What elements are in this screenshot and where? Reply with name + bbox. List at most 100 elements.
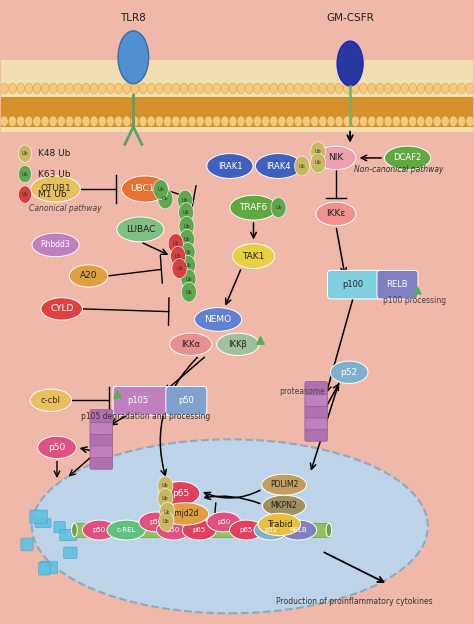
Circle shape bbox=[417, 116, 425, 127]
FancyBboxPatch shape bbox=[305, 416, 328, 430]
Circle shape bbox=[441, 116, 449, 127]
Circle shape bbox=[164, 83, 172, 94]
Text: MKPN2: MKPN2 bbox=[271, 501, 298, 510]
Circle shape bbox=[376, 83, 384, 94]
Circle shape bbox=[229, 83, 237, 94]
Ellipse shape bbox=[316, 146, 356, 170]
Circle shape bbox=[181, 255, 196, 275]
Circle shape bbox=[57, 116, 65, 127]
Text: Ub: Ub bbox=[22, 192, 28, 197]
Text: Ub: Ub bbox=[184, 237, 191, 242]
Circle shape bbox=[90, 116, 98, 127]
Ellipse shape bbox=[118, 31, 149, 84]
Ellipse shape bbox=[337, 41, 363, 86]
Text: Ub: Ub bbox=[162, 197, 169, 202]
Text: p65: p65 bbox=[172, 489, 189, 498]
Circle shape bbox=[302, 83, 310, 94]
Text: Ub: Ub bbox=[163, 519, 170, 524]
FancyBboxPatch shape bbox=[54, 522, 65, 533]
Text: A20: A20 bbox=[80, 271, 97, 280]
Text: Ub: Ub bbox=[176, 266, 183, 271]
Ellipse shape bbox=[37, 436, 76, 459]
FancyBboxPatch shape bbox=[30, 510, 47, 524]
Text: DCAF2: DCAF2 bbox=[393, 154, 422, 162]
Text: RELB: RELB bbox=[290, 527, 307, 533]
Text: Ub: Ub bbox=[185, 263, 191, 268]
Text: Rhbdd3: Rhbdd3 bbox=[41, 240, 71, 250]
Text: Ub: Ub bbox=[315, 149, 321, 154]
Circle shape bbox=[155, 116, 164, 127]
Circle shape bbox=[168, 234, 183, 253]
Ellipse shape bbox=[229, 520, 264, 540]
Circle shape bbox=[49, 116, 57, 127]
Text: K48 Ub: K48 Ub bbox=[38, 149, 71, 158]
Text: GM-CSFR: GM-CSFR bbox=[326, 13, 374, 23]
Circle shape bbox=[82, 116, 90, 127]
Ellipse shape bbox=[280, 520, 317, 540]
Circle shape bbox=[171, 246, 186, 266]
Text: IRAK4: IRAK4 bbox=[266, 162, 291, 170]
Circle shape bbox=[401, 116, 409, 127]
Circle shape bbox=[25, 83, 33, 94]
Ellipse shape bbox=[316, 202, 356, 226]
Circle shape bbox=[294, 156, 310, 176]
Circle shape bbox=[319, 83, 327, 94]
Circle shape bbox=[188, 83, 196, 94]
Circle shape bbox=[179, 217, 194, 236]
Circle shape bbox=[178, 190, 193, 210]
Text: Ub: Ub bbox=[315, 160, 321, 165]
FancyBboxPatch shape bbox=[305, 393, 328, 406]
Circle shape bbox=[286, 116, 294, 127]
Circle shape bbox=[196, 83, 204, 94]
Circle shape bbox=[131, 116, 139, 127]
Circle shape bbox=[82, 83, 90, 94]
Circle shape bbox=[181, 269, 196, 289]
Circle shape bbox=[425, 83, 433, 94]
Text: proteasome: proteasome bbox=[279, 387, 325, 396]
Circle shape bbox=[172, 83, 180, 94]
Ellipse shape bbox=[156, 520, 191, 540]
Circle shape bbox=[180, 242, 195, 262]
Text: CYLD: CYLD bbox=[50, 305, 73, 313]
Circle shape bbox=[327, 83, 335, 94]
Circle shape bbox=[33, 83, 41, 94]
Ellipse shape bbox=[258, 514, 301, 535]
Circle shape bbox=[229, 116, 237, 127]
Text: IKKε: IKKε bbox=[326, 209, 346, 218]
Ellipse shape bbox=[31, 176, 80, 202]
Point bbox=[113, 389, 120, 399]
Circle shape bbox=[351, 83, 359, 94]
Text: Non-canonical pathway: Non-canonical pathway bbox=[354, 165, 443, 174]
Circle shape bbox=[188, 116, 196, 127]
Circle shape bbox=[123, 83, 131, 94]
Circle shape bbox=[310, 142, 326, 162]
Text: IKKβ: IKKβ bbox=[228, 340, 247, 349]
Circle shape bbox=[9, 83, 17, 94]
Text: Ub: Ub bbox=[162, 496, 169, 501]
Ellipse shape bbox=[139, 512, 173, 532]
Circle shape bbox=[457, 116, 465, 127]
Text: Ub: Ub bbox=[182, 198, 189, 203]
Ellipse shape bbox=[182, 520, 216, 540]
Circle shape bbox=[180, 116, 188, 127]
Circle shape bbox=[433, 83, 441, 94]
Circle shape bbox=[180, 230, 195, 249]
Ellipse shape bbox=[263, 495, 306, 517]
Circle shape bbox=[343, 116, 351, 127]
Circle shape bbox=[57, 83, 65, 94]
Text: p105 degradation and processing: p105 degradation and processing bbox=[82, 412, 211, 421]
Circle shape bbox=[360, 83, 368, 94]
Circle shape bbox=[294, 83, 302, 94]
Circle shape bbox=[286, 83, 294, 94]
Circle shape bbox=[237, 83, 245, 94]
Ellipse shape bbox=[72, 523, 77, 537]
Text: LUBAC: LUBAC bbox=[126, 225, 155, 234]
Circle shape bbox=[41, 116, 49, 127]
Text: Trabid: Trabid bbox=[267, 520, 292, 529]
Circle shape bbox=[33, 116, 41, 127]
Circle shape bbox=[401, 83, 409, 94]
Circle shape bbox=[245, 83, 253, 94]
Circle shape bbox=[74, 116, 82, 127]
Circle shape bbox=[153, 180, 168, 200]
Text: NIK: NIK bbox=[328, 154, 344, 162]
